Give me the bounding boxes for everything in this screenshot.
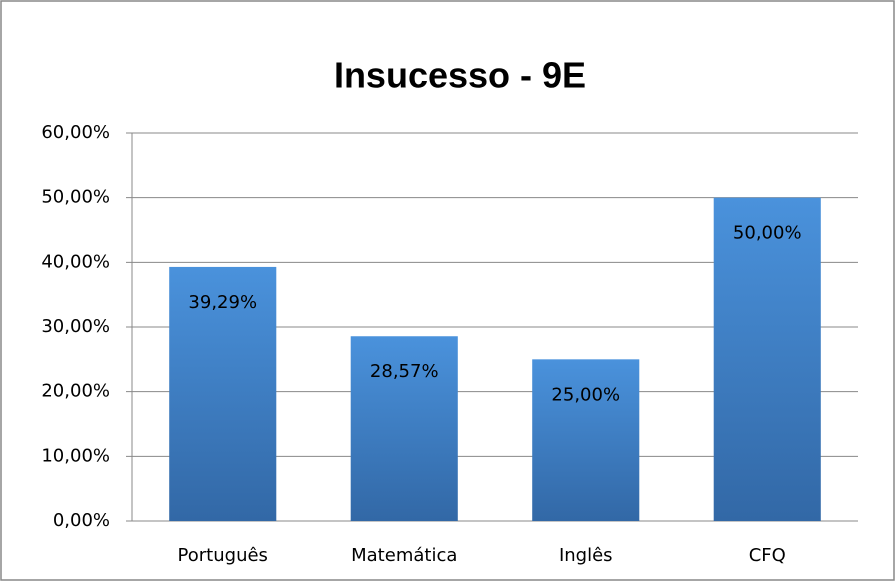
bar — [532, 359, 640, 521]
y-tick-label: 20,00% — [41, 381, 110, 402]
y-tick-label: 10,00% — [41, 445, 110, 466]
y-tick-label: 50,00% — [41, 187, 110, 208]
data-label: 28,57% — [370, 361, 439, 382]
bar — [350, 336, 458, 521]
data-label: 25,00% — [551, 384, 620, 405]
chart-title: Insucesso - 9E — [334, 55, 586, 96]
x-tick-label: Português — [178, 545, 268, 566]
bar — [169, 266, 277, 521]
x-tick-label: CFQ — [749, 545, 786, 566]
x-tick-label: Matemática — [351, 545, 457, 566]
y-tick-label: 60,00% — [41, 122, 110, 143]
data-label: 50,00% — [733, 223, 802, 244]
x-tick-label: Inglês — [559, 545, 613, 566]
bar — [713, 197, 821, 521]
y-tick-label: 30,00% — [41, 316, 110, 337]
y-tick-label: 40,00% — [41, 251, 110, 272]
y-tick-label: 0,00% — [53, 510, 110, 531]
data-label: 39,29% — [188, 292, 257, 313]
